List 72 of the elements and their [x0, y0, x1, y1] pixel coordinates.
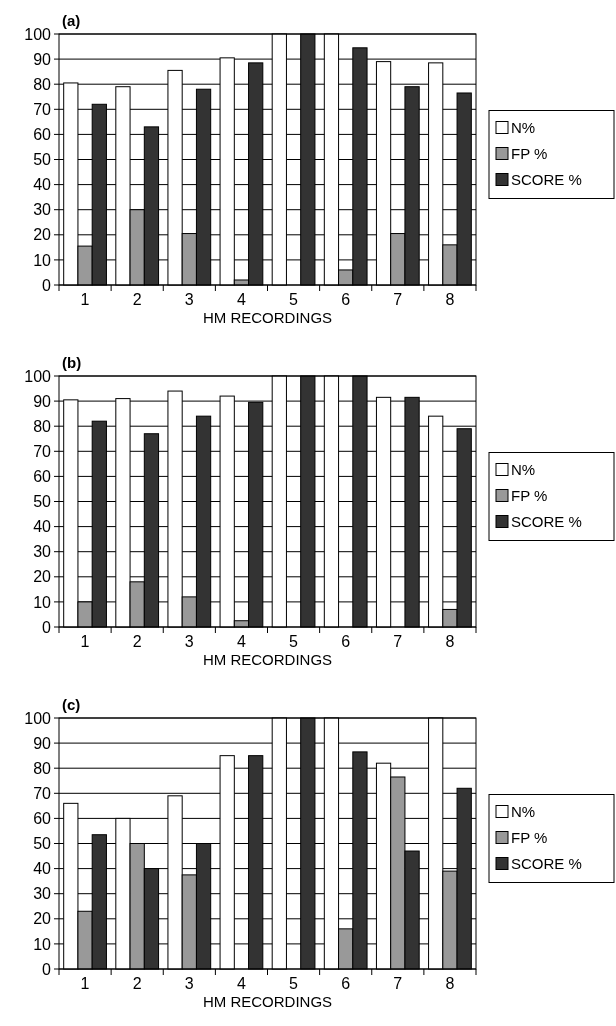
y-tick-label: 30 — [33, 201, 52, 219]
x-tick-label: 7 — [393, 975, 403, 992]
y-tick-label: 30 — [33, 543, 52, 561]
x-tick-label: 3 — [184, 291, 194, 308]
x-tick-label: 3 — [184, 633, 194, 650]
y-tick-label: 50 — [33, 151, 52, 169]
y-tick-label: 80 — [33, 75, 52, 93]
x-tick-label: 8 — [445, 975, 455, 992]
legend-label: SCORE % — [511, 170, 582, 188]
x-tick-label: 1 — [80, 975, 90, 992]
x-tick-label: 5 — [289, 975, 299, 992]
y-tick-label: 90 — [33, 392, 52, 410]
x-tick-label: 5 — [289, 633, 299, 650]
y-tick-label: 80 — [33, 759, 52, 777]
y-tick-label: 40 — [33, 176, 52, 194]
y-tick-label: 60 — [33, 810, 52, 827]
y-tick-label: 60 — [33, 468, 52, 485]
legend-label: N% — [511, 802, 536, 820]
x-tick-label: 6 — [341, 291, 351, 308]
x-tick-label: 1 — [80, 291, 90, 308]
y-tick-label: 10 — [33, 251, 52, 269]
legend-label: SCORE % — [511, 854, 582, 872]
x-tick-label: 2 — [132, 975, 142, 992]
x-tick-label: 4 — [236, 975, 246, 992]
y-tick-label: 10 — [33, 593, 52, 611]
x-tick-label: 3 — [184, 975, 194, 992]
x-tick-label: 7 — [393, 291, 403, 308]
y-tick-label: 30 — [33, 885, 52, 903]
x-tick-label: 8 — [445, 291, 455, 308]
y-tick-label: 60 — [33, 126, 52, 143]
y-tick-label: 20 — [33, 910, 52, 928]
y-tick-label: 0 — [42, 276, 52, 294]
x-tick-label: 2 — [132, 633, 142, 650]
x-tick-label: 2 — [132, 291, 142, 308]
y-tick-label: 40 — [33, 518, 52, 536]
legend-label: FP % — [511, 144, 548, 162]
y-tick-label: 90 — [33, 734, 52, 752]
chart-title: (a) — [62, 12, 81, 29]
y-tick-label: 50 — [33, 835, 52, 853]
y-tick-label: 70 — [33, 784, 52, 802]
legend-label: FP % — [511, 828, 548, 846]
x-tick-label: 6 — [341, 633, 351, 650]
x-axis-title: HM RECORDINGS — [202, 309, 333, 326]
y-tick-label: 100 — [24, 709, 52, 727]
x-tick-label: 6 — [341, 975, 351, 992]
y-tick-label: 70 — [33, 100, 52, 118]
y-tick-label: 80 — [33, 417, 52, 435]
x-axis-title: HM RECORDINGS — [202, 993, 333, 1010]
y-tick-label: 40 — [33, 860, 52, 878]
x-tick-label: 5 — [289, 291, 299, 308]
x-tick-label: 7 — [393, 633, 403, 650]
legend-label: N% — [511, 460, 536, 478]
x-tick-label: 4 — [236, 633, 246, 650]
y-tick-label: 0 — [42, 618, 52, 636]
x-tick-label: 1 — [80, 633, 90, 650]
y-tick-label: 20 — [33, 226, 52, 244]
y-tick-label: 100 — [24, 25, 52, 43]
y-tick-label: 50 — [33, 493, 52, 511]
legend-label: N% — [511, 118, 536, 136]
y-tick-label: 90 — [33, 50, 52, 68]
legend-label: FP % — [511, 486, 548, 504]
x-tick-label: 8 — [445, 633, 455, 650]
legend-label: SCORE % — [511, 512, 582, 530]
chart-title: (c) — [62, 696, 81, 713]
y-tick-label: 0 — [42, 960, 52, 978]
y-tick-label: 70 — [33, 442, 52, 460]
y-tick-label: 100 — [24, 367, 52, 385]
x-tick-label: 4 — [236, 291, 246, 308]
x-axis-title: HM RECORDINGS — [202, 651, 333, 668]
y-tick-label: 20 — [33, 568, 52, 586]
y-tick-label: 10 — [33, 935, 52, 953]
chart-title: (b) — [62, 354, 82, 371]
